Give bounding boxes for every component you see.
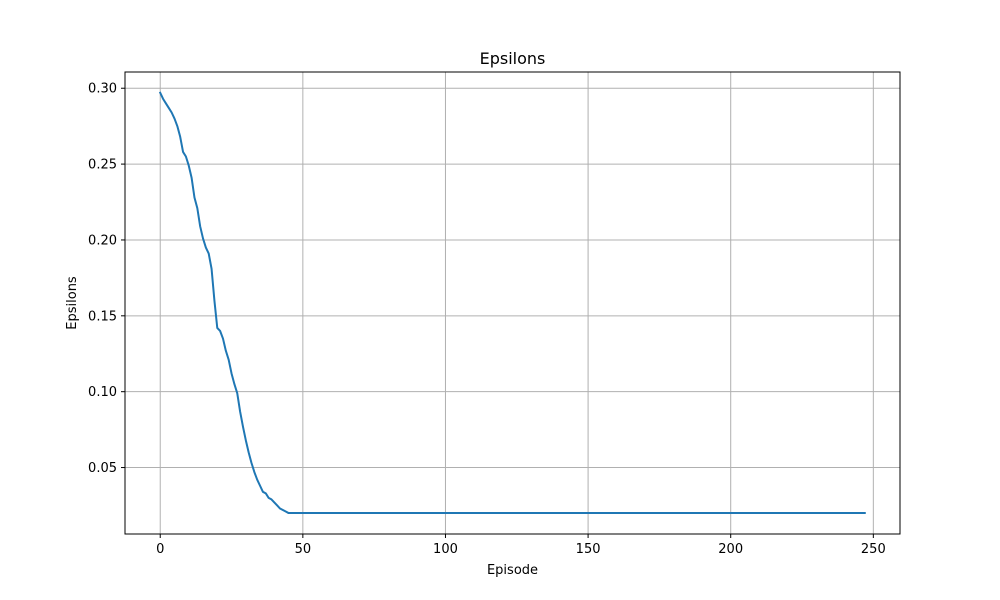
x-tick-label: 50 [295,542,312,557]
x-tick-label: 200 [718,542,743,557]
x-tick-label: 150 [576,542,601,557]
series-layer [158,91,866,515]
y-tick-label: 0.30 [88,82,117,97]
ticks: 0 50 100 150 200 250 0.05 0.10 0.15 0.20 0.25 0.30 [88,82,886,557]
y-tick-label: 0.15 [88,309,117,324]
y-tick-label: 0.10 [88,385,117,400]
chart-title: Epsilons [480,49,546,68]
x-tick-label: 100 [433,542,458,557]
grid [125,72,900,534]
x-tick-label: 0 [156,542,164,557]
plot-frame [124,71,901,535]
x-tick-label: 250 [861,542,886,557]
y-tick-label: 0.20 [88,233,117,248]
x-axis-label: Episode [487,563,538,578]
epsilon-series-line [158,91,866,515]
y-tick-label: 0.05 [88,461,117,476]
y-axis-label: Epsilons [65,276,80,330]
y-tick-label: 0.25 [88,158,117,173]
